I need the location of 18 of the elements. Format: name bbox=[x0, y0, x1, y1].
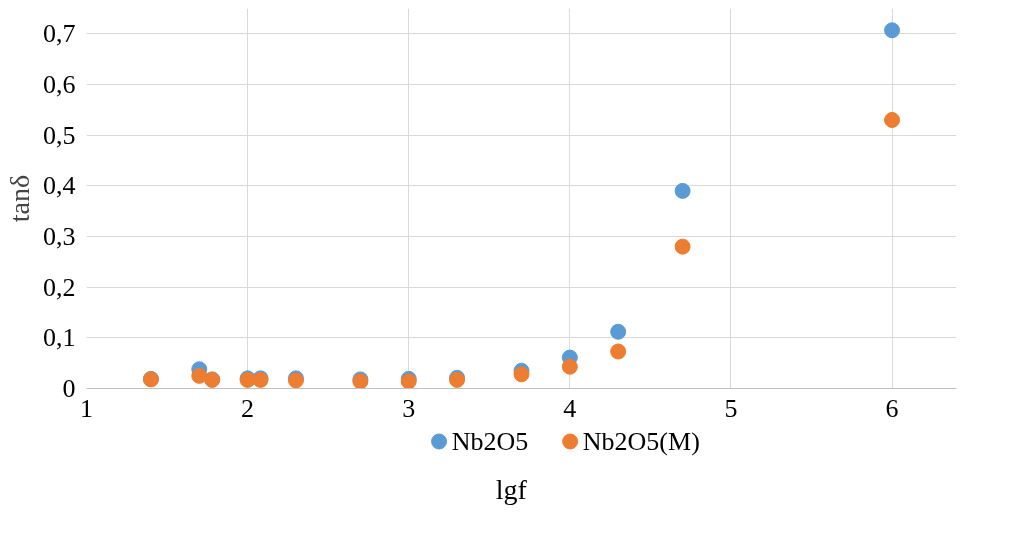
y-axis-title: tanδ bbox=[4, 174, 35, 223]
x-tick-label: 4 bbox=[563, 393, 577, 423]
x-tick-label: 1 bbox=[80, 393, 93, 423]
y-tick-label: 0,1 bbox=[43, 323, 76, 353]
y-tick-label: 0,5 bbox=[43, 120, 76, 150]
legend-label: Nb2O5(M) bbox=[582, 427, 700, 456]
x-tick-label: 5 bbox=[724, 393, 738, 423]
x-tick-label: 6 bbox=[885, 393, 899, 423]
legend-label: Nb2O5 bbox=[451, 427, 529, 456]
y-tick-label: 0,6 bbox=[43, 70, 76, 99]
y-tick-label: 0,3 bbox=[43, 222, 76, 251]
x-tick-label: 2 bbox=[241, 393, 255, 423]
y-tick-label: 0,7 bbox=[43, 19, 76, 49]
x-tick-label: 3 bbox=[402, 393, 416, 423]
x-axis-title: lgf bbox=[495, 474, 528, 505]
y-tick-label: 0,2 bbox=[43, 272, 76, 302]
y-tick-label: 0 bbox=[62, 374, 76, 403]
y-tick-label: 0,4 bbox=[43, 171, 76, 201]
